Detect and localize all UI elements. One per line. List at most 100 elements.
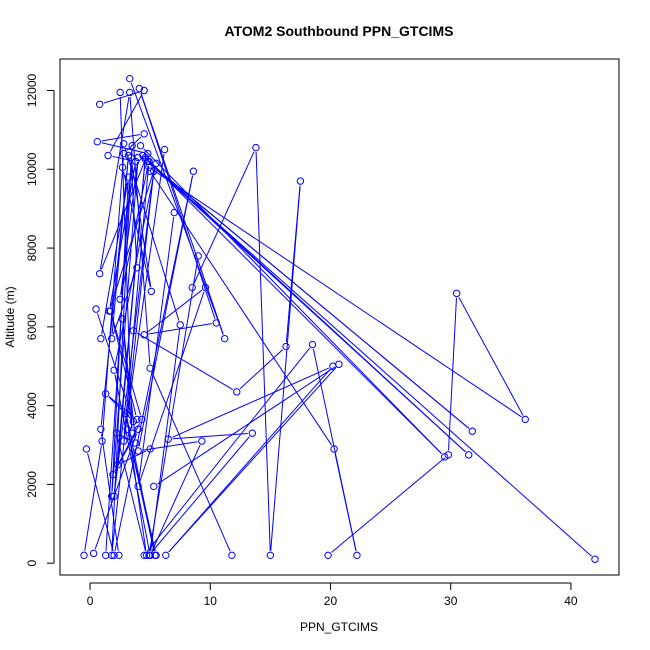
data-point (126, 88, 134, 97)
series-segment (114, 432, 137, 471)
data-point (248, 429, 257, 437)
data-point (101, 390, 110, 398)
data-point (440, 453, 449, 461)
series-segment (142, 441, 198, 451)
series-segment (152, 169, 522, 418)
series-segment (168, 367, 337, 553)
series-segment (150, 163, 470, 429)
data-point (136, 141, 145, 150)
series-segment (255, 152, 271, 551)
series-segment (149, 260, 199, 551)
series-segment (111, 175, 154, 551)
series-segment (151, 436, 250, 553)
series-14 (97, 151, 156, 560)
series-13 (112, 88, 160, 560)
data-point (115, 551, 123, 560)
series-segment (145, 158, 442, 455)
series-segment (109, 165, 136, 307)
data-point (93, 138, 101, 146)
series-7 (140, 167, 361, 560)
data-point (282, 342, 290, 351)
series-segment (151, 444, 201, 552)
series-segment (150, 164, 592, 557)
y-tick-label: 0 (25, 560, 39, 567)
x-axis-label: PPN_GTCIMS (300, 620, 378, 634)
data-point (198, 437, 206, 445)
series-segment (87, 453, 114, 552)
data-point (116, 295, 124, 303)
data-point (152, 551, 160, 560)
data-point (92, 305, 100, 313)
data-point (122, 409, 130, 418)
series-segment (129, 96, 151, 364)
data-point (114, 461, 122, 469)
series-segment (114, 175, 194, 551)
data-point (521, 415, 529, 424)
data-point (266, 551, 275, 560)
series-segment (172, 367, 329, 438)
series-segment (140, 92, 224, 335)
data-point (150, 167, 158, 175)
data-point (118, 315, 127, 323)
series-segment (130, 161, 138, 264)
data-point (133, 264, 141, 272)
series-segment (136, 332, 234, 390)
series-segment (147, 289, 203, 333)
data-point (140, 331, 148, 339)
data-point (127, 153, 135, 162)
x-tick-label: 20 (324, 594, 338, 608)
series-segment (312, 348, 357, 552)
series-segment (101, 433, 119, 551)
data-point (110, 551, 118, 560)
series-6 (145, 163, 529, 560)
data-point (80, 551, 88, 560)
data-point (141, 155, 150, 164)
data-point (220, 334, 229, 343)
data-point (152, 159, 160, 168)
series-segment (105, 150, 133, 551)
series-segment (138, 175, 194, 447)
y-tick-label: 12000 (25, 74, 39, 108)
data-point (112, 429, 121, 437)
data-point (95, 100, 104, 108)
series-8 (129, 143, 305, 560)
series-segment (148, 162, 466, 453)
data-point (133, 415, 141, 424)
data-point (116, 88, 124, 97)
series-segment (130, 82, 224, 335)
data-point (468, 427, 477, 435)
series-11 (126, 74, 229, 491)
y-tick-label: 2000 (25, 471, 39, 498)
y-tick-label: 6000 (25, 313, 39, 340)
data-point (147, 287, 156, 296)
series-segment (448, 297, 457, 451)
data-point (141, 153, 150, 162)
series-segment (331, 457, 446, 553)
series-segment (94, 433, 138, 550)
series-segment (108, 396, 131, 419)
x-axis: 0 10 20 30 40 (87, 582, 578, 608)
series-segment (127, 433, 156, 552)
series-segment (458, 297, 524, 416)
data-point (308, 340, 317, 349)
plot-frame (59, 58, 620, 576)
series-segment (138, 217, 175, 482)
data-point (233, 388, 241, 396)
data-point (329, 362, 337, 370)
data-point (82, 445, 91, 453)
data-point (134, 425, 142, 433)
data-point (107, 551, 116, 560)
series-segment (172, 433, 248, 440)
series-segment (97, 313, 133, 418)
series-segment (100, 157, 147, 270)
data-point (134, 153, 142, 162)
y-tick-label: 10000 (25, 152, 39, 186)
series-segment (270, 185, 301, 551)
series-segment (168, 369, 331, 553)
data-point (591, 555, 599, 563)
data-point (132, 439, 140, 447)
data-point (124, 151, 133, 160)
data-point (140, 86, 148, 95)
series-segment (193, 151, 255, 284)
